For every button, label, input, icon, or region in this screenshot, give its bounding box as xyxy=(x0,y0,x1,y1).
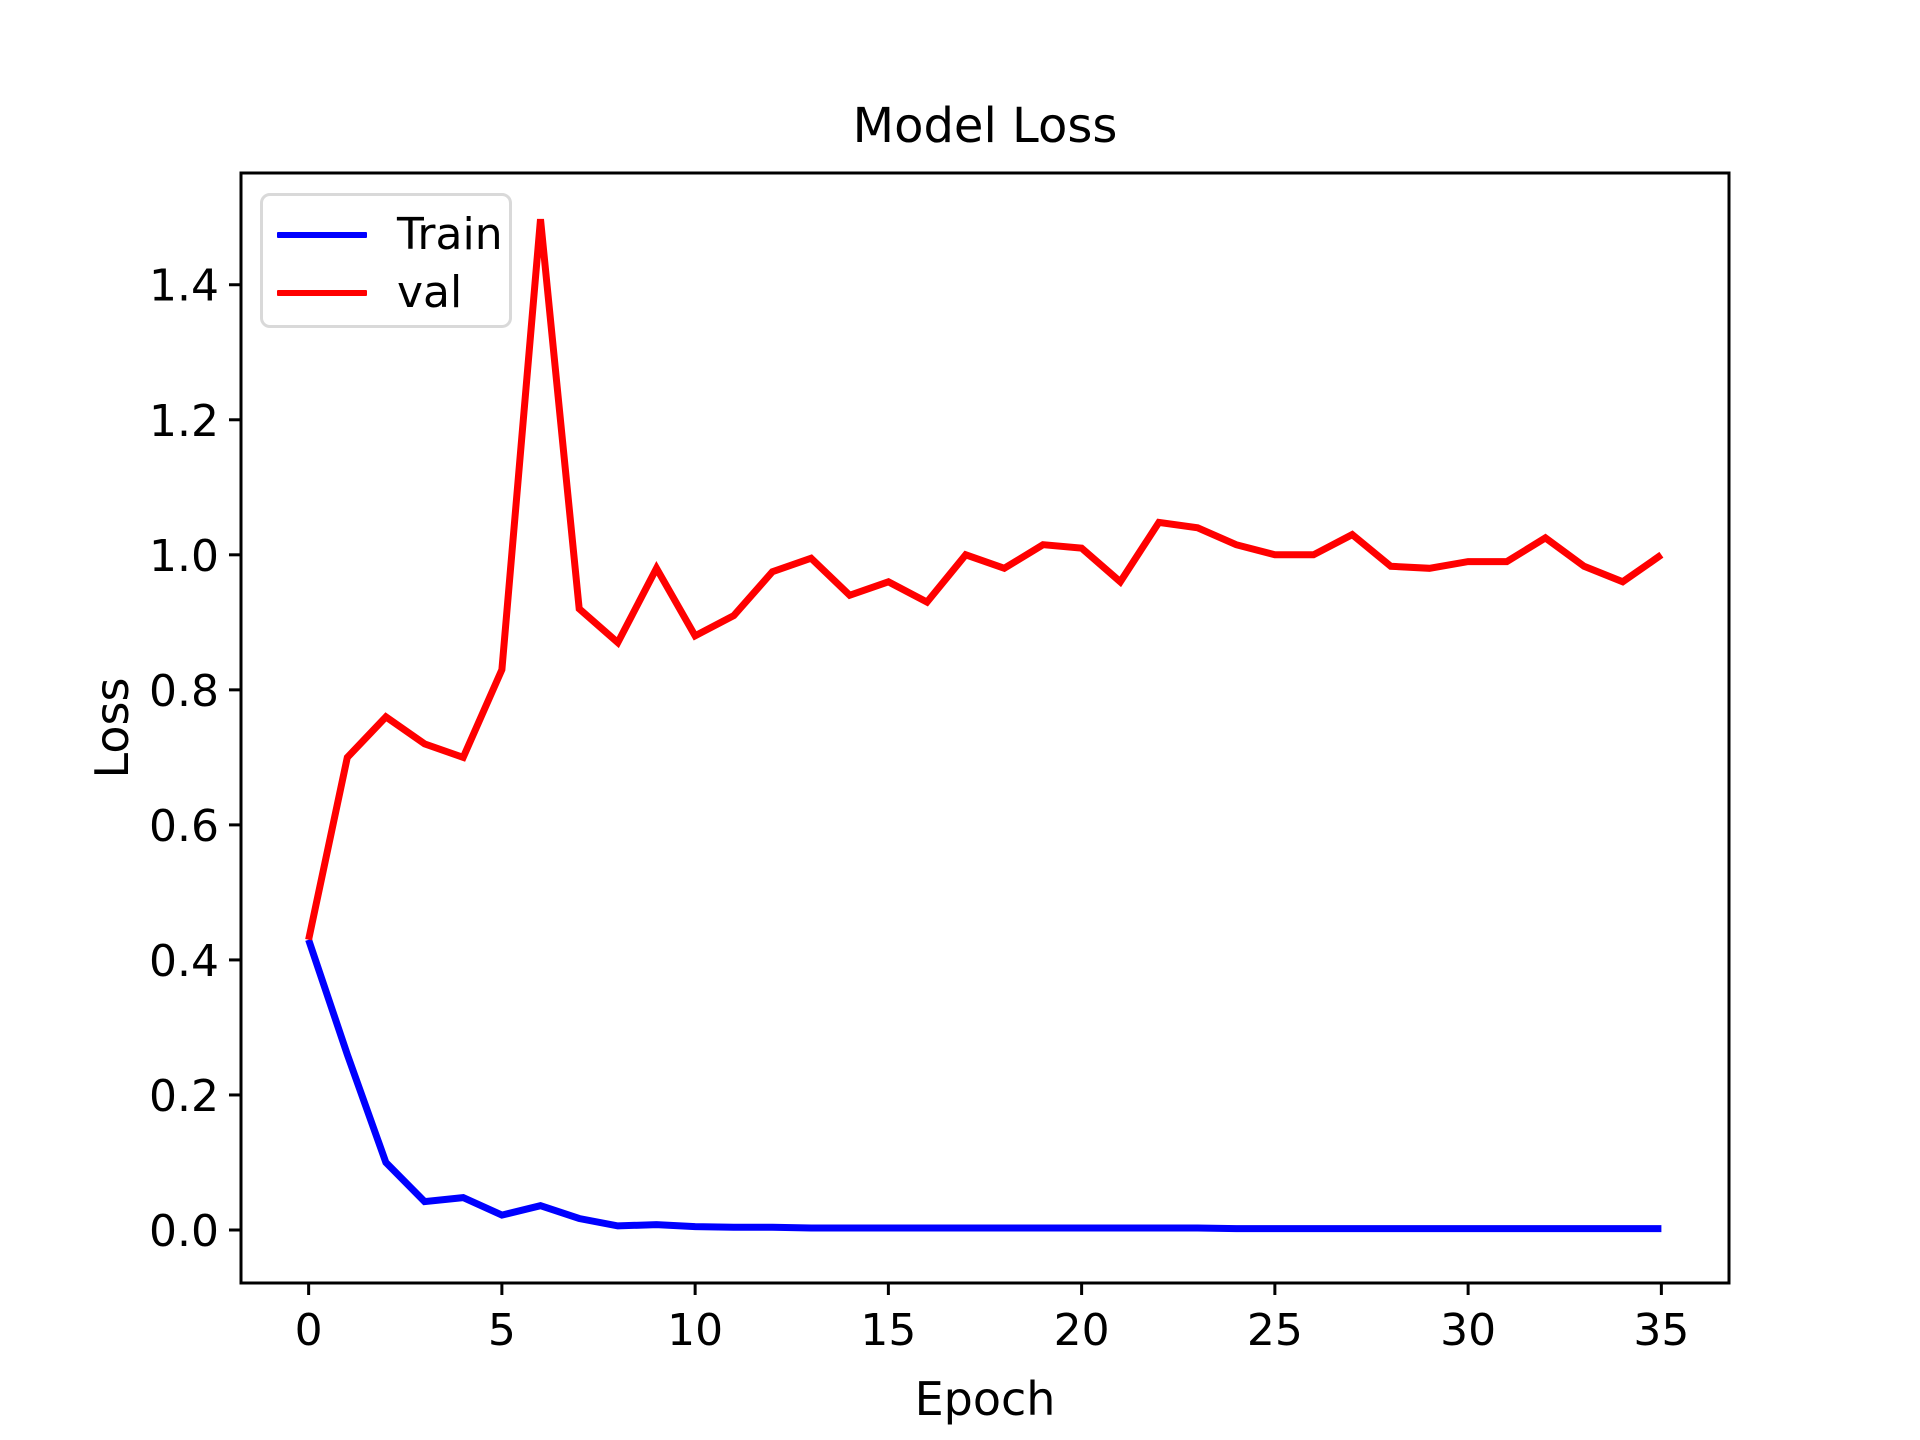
x-tick-label: 15 xyxy=(860,1305,916,1356)
val-loss-line xyxy=(305,218,1664,941)
legend-item-train: Train xyxy=(277,206,509,264)
y-tick-label: 0.2 xyxy=(149,1071,219,1122)
train-loss-line xyxy=(305,938,1662,1233)
val-line-swatch xyxy=(277,290,367,296)
legend-item-val: val xyxy=(277,264,509,322)
axes-spines xyxy=(239,171,1731,1285)
x-tick-label: 30 xyxy=(1440,1305,1496,1356)
x-tick-label: 5 xyxy=(488,1305,516,1356)
x-tick-label: 35 xyxy=(1633,1305,1689,1356)
train-line-swatch xyxy=(277,232,367,238)
legend: Train val xyxy=(260,193,512,328)
x-tick-label: 20 xyxy=(1054,1305,1110,1356)
y-tick-label: 0.4 xyxy=(149,936,219,987)
y-tick-label: 0.6 xyxy=(149,801,219,852)
x-tick-label: 25 xyxy=(1247,1305,1303,1356)
y-tick-label: 0.8 xyxy=(149,666,219,717)
legend-label-train: Train xyxy=(397,209,503,260)
x-axis-label: Epoch xyxy=(914,1372,1056,1426)
y-tick-label: 1.4 xyxy=(149,261,219,312)
y-tick-label: 0.0 xyxy=(149,1206,219,1257)
y-tick-label: 1.0 xyxy=(149,531,219,582)
x-tick-label: 0 xyxy=(295,1305,323,1356)
chart-title: Model Loss xyxy=(852,98,1118,154)
y-axis-label: Loss xyxy=(85,677,139,779)
y-tick-label: 1.2 xyxy=(149,396,219,447)
x-tick-label: 10 xyxy=(667,1305,723,1356)
legend-label-val: val xyxy=(397,267,463,318)
